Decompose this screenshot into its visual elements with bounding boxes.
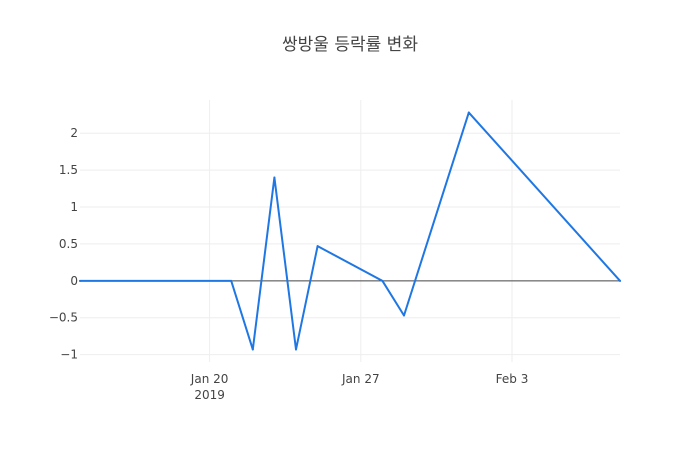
y-tick-label: 2 bbox=[70, 126, 78, 140]
series-line bbox=[79, 111, 621, 351]
y-tick-label: 1 bbox=[70, 200, 78, 214]
series-layer bbox=[79, 111, 621, 351]
x-axis-ticks: Jan 20 2019 Jan 27 Feb 3 bbox=[190, 372, 529, 402]
y-tick-label: 1.5 bbox=[59, 163, 78, 177]
data-point bbox=[381, 279, 384, 282]
grid bbox=[80, 100, 620, 362]
data-point bbox=[251, 348, 254, 351]
chart-title: 쌍방울 등락률 변화 bbox=[282, 35, 418, 55]
data-point bbox=[273, 176, 276, 179]
x-tick-label: Jan 27 bbox=[341, 372, 380, 386]
data-point bbox=[403, 314, 405, 317]
data-point bbox=[316, 245, 319, 248]
x-tick-label: Feb 3 bbox=[496, 372, 529, 386]
y-tick-label: −0.5 bbox=[49, 311, 78, 325]
data-point bbox=[619, 279, 621, 282]
y-tick-label: 0 bbox=[70, 274, 78, 288]
data-point bbox=[230, 279, 233, 282]
y-tick-label: 0.5 bbox=[59, 237, 78, 251]
data-point bbox=[467, 111, 470, 114]
x-tick-label: Jan 20 bbox=[190, 372, 229, 386]
data-point bbox=[295, 348, 297, 351]
x-tick-sublabel: 2019 bbox=[194, 388, 225, 402]
y-tick-label: −1 bbox=[60, 348, 78, 362]
data-point bbox=[79, 279, 81, 282]
y-axis-ticks: 2 1.5 1 0.5 0 −0.5 −1 bbox=[49, 126, 78, 361]
